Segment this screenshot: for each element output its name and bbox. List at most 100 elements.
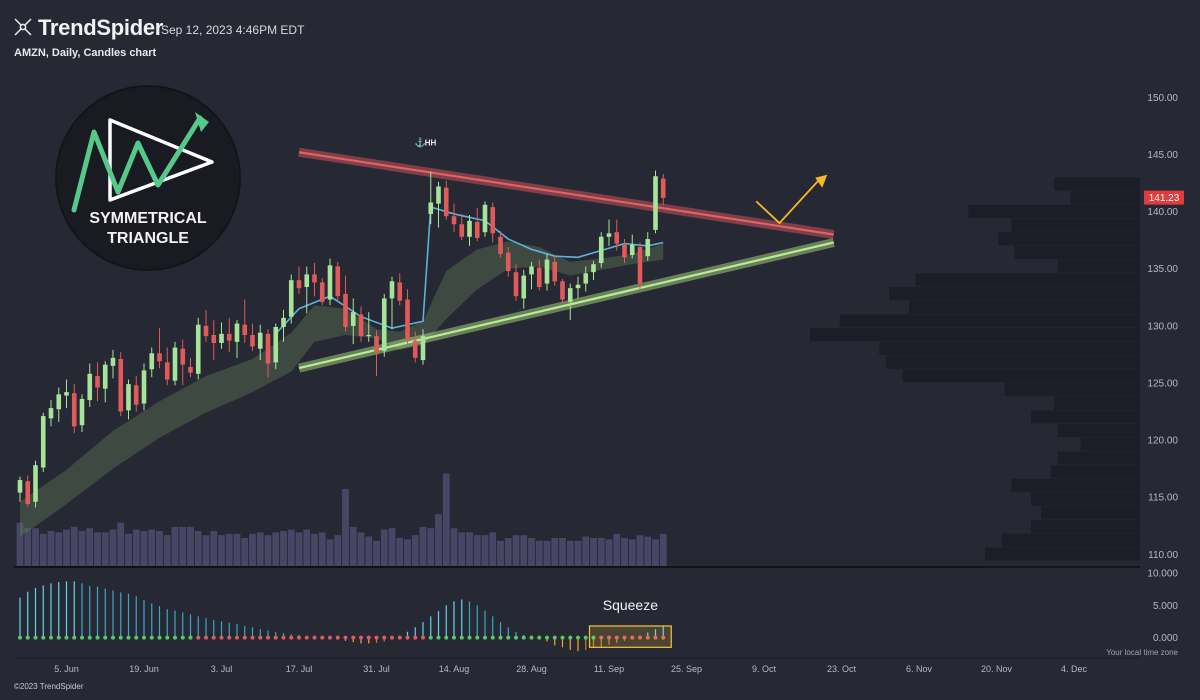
candle-body	[436, 186, 441, 204]
volume-bar	[597, 538, 605, 566]
volume-profile-bar	[1057, 451, 1140, 465]
candle	[102, 361, 108, 403]
volume-profile-bar	[839, 314, 1140, 328]
candle-body	[598, 236, 604, 264]
squeeze-dot	[436, 635, 441, 640]
candle-body	[188, 366, 193, 373]
y-tick-label: 135.00	[1147, 264, 1178, 275]
candle-body	[412, 340, 418, 358]
squeeze-dot	[211, 635, 216, 640]
volume-profile-bar	[889, 287, 1140, 301]
volume-profile-bar	[879, 341, 1140, 355]
candle-body	[629, 244, 635, 256]
candle-body	[575, 284, 581, 289]
osc-y-tick-label: 5.000	[1153, 601, 1178, 612]
candle	[397, 273, 403, 306]
candle-body	[405, 299, 410, 340]
volume-bar	[621, 538, 628, 566]
volume-profile-bar	[1001, 533, 1140, 547]
candle	[164, 347, 170, 386]
copyright: ©2023 TrendSpider	[14, 682, 84, 691]
squeeze-dot	[266, 635, 270, 640]
volume-profile-bar	[968, 204, 1140, 218]
candle-body	[288, 280, 294, 317]
candle-body	[343, 293, 348, 327]
squeeze-dot	[397, 635, 402, 640]
candle-body	[304, 274, 310, 288]
candle	[296, 266, 302, 294]
squeeze-dot	[165, 635, 170, 640]
squeeze-dot	[529, 635, 534, 640]
candle	[188, 357, 193, 378]
squeeze-dot	[622, 635, 627, 640]
candle	[48, 400, 54, 427]
candle-body	[195, 324, 201, 374]
timezone-note[interactable]: Your local time zone	[1106, 648, 1178, 657]
squeeze-dot	[545, 635, 549, 640]
candle-body	[645, 239, 651, 257]
resistance-trendline	[298, 151, 834, 236]
squeeze-dot	[552, 635, 557, 640]
volume-bar	[365, 536, 373, 566]
volume-bar	[497, 540, 504, 566]
candle-body	[48, 408, 54, 419]
candle-body	[443, 187, 449, 217]
candle-body	[358, 314, 364, 337]
candle	[335, 261, 341, 301]
arrow-head-icon	[815, 174, 828, 188]
volume-bar	[156, 531, 163, 566]
squeeze-dot	[421, 635, 425, 640]
squeeze-dot	[173, 635, 177, 640]
candle-body	[498, 236, 503, 254]
candle	[358, 306, 364, 342]
squeeze-dot	[95, 635, 100, 640]
volume-profile-bar	[1031, 520, 1140, 534]
volume-bar	[256, 532, 264, 566]
candle-body	[56, 394, 62, 410]
squeeze-dot	[366, 635, 371, 640]
candle	[575, 276, 581, 299]
candle	[629, 234, 635, 259]
squeeze-dot	[607, 635, 611, 640]
volume-bar	[396, 538, 404, 566]
squeeze-dot	[118, 635, 123, 640]
volume-bar	[512, 535, 520, 566]
candle	[327, 258, 333, 306]
candle	[110, 349, 116, 379]
candle-body	[606, 233, 612, 237]
squeeze-dot	[452, 635, 456, 640]
squeeze-dot	[483, 635, 487, 640]
candle-body	[591, 264, 596, 273]
squeeze-dot	[281, 635, 286, 640]
volume-profile-bar	[1054, 177, 1140, 191]
candle-body	[366, 334, 372, 337]
squeeze-dot	[18, 635, 22, 640]
candle-body	[637, 247, 643, 284]
squeeze-dot	[304, 635, 309, 640]
squeeze-dot	[320, 635, 325, 640]
volume-bar	[318, 532, 326, 566]
candle-body	[157, 353, 162, 362]
squeeze-dot	[335, 635, 340, 640]
candle	[79, 394, 85, 433]
candle-body	[149, 353, 155, 370]
squeeze-dot	[591, 635, 596, 640]
x-tick-label: 4. Dec	[1061, 664, 1088, 674]
candle	[234, 320, 240, 358]
candle-body	[521, 275, 527, 299]
volume-bar	[504, 538, 512, 566]
candle-body	[281, 317, 286, 327]
candle	[598, 232, 604, 268]
candle	[412, 331, 418, 363]
volume-bar	[117, 522, 125, 566]
volume-profile	[810, 177, 1140, 561]
candle	[265, 329, 271, 378]
squeeze-dot	[359, 635, 363, 640]
squeeze-dot	[444, 635, 449, 640]
squeeze-dot	[328, 635, 332, 640]
volume-profile-bar	[1070, 191, 1140, 205]
volume-bar	[481, 535, 489, 566]
squeeze-dot	[514, 635, 518, 640]
candle	[273, 323, 279, 370]
